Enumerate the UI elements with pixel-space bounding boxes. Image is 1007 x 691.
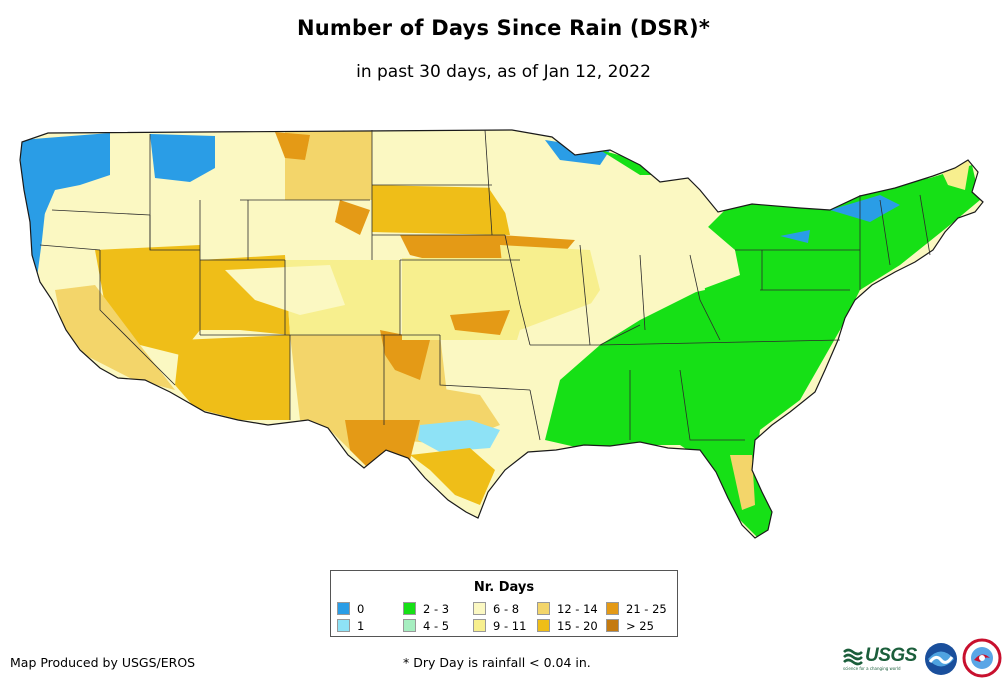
dsr-zone-24 bbox=[410, 448, 495, 505]
dsr-zone-29 bbox=[545, 150, 980, 538]
noaa-logo-icon bbox=[925, 643, 957, 675]
legend-swatch bbox=[537, 619, 550, 632]
legend-title: Nr. Days bbox=[473, 580, 535, 595]
legend-label: 0 bbox=[357, 602, 365, 616]
state-line-2 bbox=[39, 244, 101, 251]
us-dsr-map bbox=[19, 129, 984, 539]
dsr-zone-6 bbox=[55, 285, 175, 390]
dsr-zone-5 bbox=[95, 245, 200, 355]
legend-label: > 25 bbox=[626, 619, 654, 633]
legend-swatch bbox=[337, 602, 350, 615]
dsr-zone-33 bbox=[780, 230, 810, 243]
legend-swatch bbox=[403, 602, 416, 615]
state-line-4 bbox=[149, 215, 200, 251]
dsr-zone-17 bbox=[335, 200, 370, 235]
legend-label: 1 bbox=[357, 619, 365, 633]
dsr-zone-14 bbox=[275, 132, 310, 160]
dsr-zone-35 bbox=[640, 255, 705, 300]
legend-item-0: 0 bbox=[337, 602, 364, 615]
legend-swatch bbox=[606, 619, 619, 632]
legend-item-7: 15 - 20 bbox=[537, 619, 598, 632]
legend-label: 9 - 11 bbox=[493, 619, 527, 633]
legend-item-9: > 25 bbox=[606, 619, 654, 632]
legend-label: 21 - 25 bbox=[626, 602, 667, 616]
state-line-23 bbox=[579, 244, 591, 346]
dsr-zone-32 bbox=[830, 195, 900, 222]
legend-swatch bbox=[473, 602, 486, 615]
map-subtitle: in past 30 days, as of Jan 12, 2022 bbox=[356, 62, 651, 82]
dsr-zone-25 bbox=[490, 150, 640, 240]
dsr-zone-20 bbox=[450, 310, 510, 335]
dsr-zone-8 bbox=[175, 335, 290, 420]
dsr-zone-15 bbox=[372, 130, 490, 185]
legend-item-5: 9 - 11 bbox=[473, 619, 526, 632]
state-line-26 bbox=[599, 339, 841, 346]
legend-item-6: 12 - 14 bbox=[537, 602, 598, 615]
state-line-18 bbox=[439, 335, 531, 391]
state-line-1 bbox=[51, 209, 151, 216]
state-line-24 bbox=[639, 254, 646, 331]
map-title: Number of Days Since Rain (DSR)* bbox=[296, 16, 711, 40]
usgs-wave-icon bbox=[843, 648, 863, 666]
legend-label: 4 - 5 bbox=[423, 619, 450, 633]
map-credit: Map Produced by USGS/EROS bbox=[10, 655, 196, 670]
legend-swatch bbox=[473, 619, 486, 632]
usgs-logo-text: USGS bbox=[865, 645, 917, 666]
state-line-22 bbox=[529, 389, 541, 441]
dsr-zone-1 bbox=[20, 133, 110, 260]
dsr-zone-27 bbox=[505, 260, 740, 440]
state-line-25 bbox=[689, 254, 721, 341]
state-line-34 bbox=[919, 194, 931, 256]
dsr-zone-31 bbox=[730, 455, 755, 510]
legend-item-2: 2 - 3 bbox=[403, 602, 449, 615]
legend-swatch bbox=[403, 619, 416, 632]
legend: Nr. Days 0 1 2 - 3 4 - 5 6 - 8 9 - 11 12 - 14 1… bbox=[330, 570, 678, 637]
legend-label: 15 - 20 bbox=[557, 619, 598, 633]
legend-item-4: 6 - 8 bbox=[473, 602, 519, 615]
legend-label: 12 - 14 bbox=[557, 602, 598, 616]
state-line-33 bbox=[879, 199, 891, 266]
state-line-19 bbox=[484, 129, 493, 236]
dsr-zone-22 bbox=[345, 420, 420, 470]
dsr-zone-12 bbox=[380, 330, 430, 380]
state-line-20 bbox=[504, 234, 531, 346]
usgs-logo: USGS science for a changing world bbox=[843, 643, 919, 671]
nws-logo-icon bbox=[962, 638, 1002, 678]
legend-item-8: 21 - 25 bbox=[606, 602, 667, 615]
state-boundaries bbox=[39, 129, 931, 441]
dsr-zone-2 bbox=[150, 134, 215, 182]
state-line-28 bbox=[679, 369, 745, 441]
legend-swatch bbox=[606, 602, 619, 615]
legend-label: 6 - 8 bbox=[493, 602, 520, 616]
legend-item-1: 1 bbox=[337, 619, 364, 632]
legend-swatch bbox=[537, 602, 550, 615]
legend-label: 2 - 3 bbox=[423, 602, 450, 616]
state-line-3 bbox=[99, 250, 176, 386]
usgs-tagline: science for a changing world bbox=[843, 666, 901, 671]
dsr-zone-16 bbox=[372, 185, 510, 235]
dsr-zone-23 bbox=[418, 420, 500, 452]
legend-swatch bbox=[337, 619, 350, 632]
legend-item-3: 4 - 5 bbox=[403, 619, 449, 632]
dry-day-footnote: * Dry Day is rainfall < 0.04 in. bbox=[403, 655, 591, 670]
